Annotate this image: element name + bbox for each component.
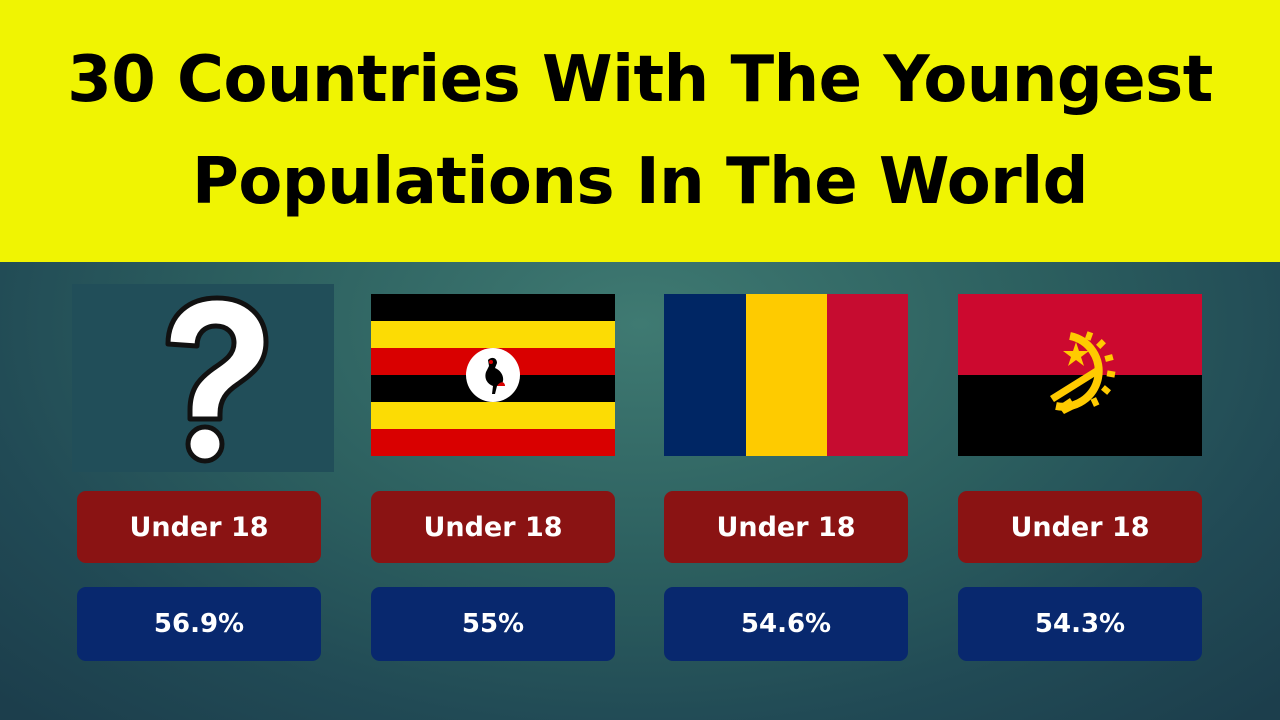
title-line-2: Populations In The World	[192, 145, 1088, 219]
percentage-value: 54.3%	[958, 587, 1202, 661]
age-group-label: Under 18	[77, 491, 321, 563]
percentage-value: 56.9%	[77, 587, 321, 661]
title-line-1: 30 Countries With The Youngest	[67, 43, 1213, 117]
percentage-value: 54.6%	[664, 587, 908, 661]
age-group-label: Under 18	[664, 491, 908, 563]
chad-flag	[664, 294, 908, 456]
angola-flag	[958, 294, 1202, 456]
uganda-flag	[371, 294, 615, 456]
age-group-label: Under 18	[371, 491, 615, 563]
title-banner: 30 Countries With The Youngest Populatio…	[0, 0, 1280, 262]
age-group-label: Under 18	[958, 491, 1202, 563]
question-mark-icon	[72, 284, 334, 472]
percentage-value: 55%	[371, 587, 615, 661]
